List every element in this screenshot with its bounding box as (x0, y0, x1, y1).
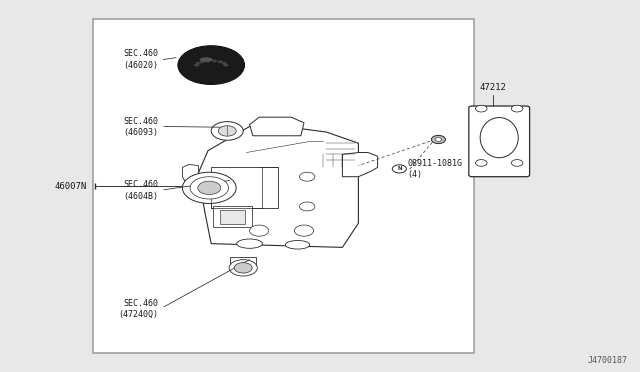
Text: SEC.460
(46020): SEC.460 (46020) (124, 49, 159, 70)
Circle shape (431, 135, 445, 144)
Text: 46007N: 46007N (54, 182, 86, 190)
Circle shape (392, 165, 406, 173)
Text: SEC.460
(4604B): SEC.460 (4604B) (124, 180, 159, 201)
Text: N: N (397, 166, 402, 171)
Polygon shape (211, 167, 278, 208)
Circle shape (511, 105, 523, 112)
Polygon shape (250, 117, 304, 136)
Polygon shape (198, 123, 358, 247)
Circle shape (182, 172, 236, 203)
Circle shape (200, 60, 205, 63)
Circle shape (435, 138, 442, 141)
Text: J4700187: J4700187 (588, 356, 627, 365)
Circle shape (234, 263, 252, 273)
Circle shape (195, 62, 200, 65)
Circle shape (218, 126, 236, 136)
Text: 47212: 47212 (480, 83, 507, 92)
Circle shape (211, 122, 243, 140)
Polygon shape (342, 153, 378, 177)
Bar (220, 210, 245, 224)
Circle shape (300, 172, 315, 181)
Circle shape (212, 60, 217, 62)
Circle shape (205, 60, 211, 62)
Text: SEC.460
(47240Q): SEC.460 (47240Q) (119, 299, 159, 319)
Circle shape (300, 202, 315, 211)
Bar (213, 206, 252, 227)
Bar (230, 257, 256, 266)
Ellipse shape (237, 239, 262, 248)
Circle shape (250, 225, 269, 236)
Circle shape (223, 64, 228, 67)
Bar (93, 19, 474, 353)
Circle shape (194, 64, 199, 67)
FancyBboxPatch shape (468, 106, 530, 177)
Circle shape (229, 260, 257, 276)
Circle shape (198, 181, 221, 195)
Circle shape (218, 60, 223, 63)
Circle shape (294, 225, 314, 236)
Circle shape (178, 46, 244, 84)
Ellipse shape (285, 241, 310, 249)
Ellipse shape (200, 57, 212, 62)
Circle shape (190, 177, 228, 199)
Text: 08911-1081G
(4): 08911-1081G (4) (408, 159, 463, 179)
Circle shape (476, 105, 487, 112)
Circle shape (511, 160, 523, 166)
Ellipse shape (480, 118, 518, 158)
Circle shape (222, 62, 227, 65)
Text: SEC.460
(46093): SEC.460 (46093) (124, 117, 159, 137)
Circle shape (476, 160, 487, 166)
Polygon shape (182, 164, 198, 182)
